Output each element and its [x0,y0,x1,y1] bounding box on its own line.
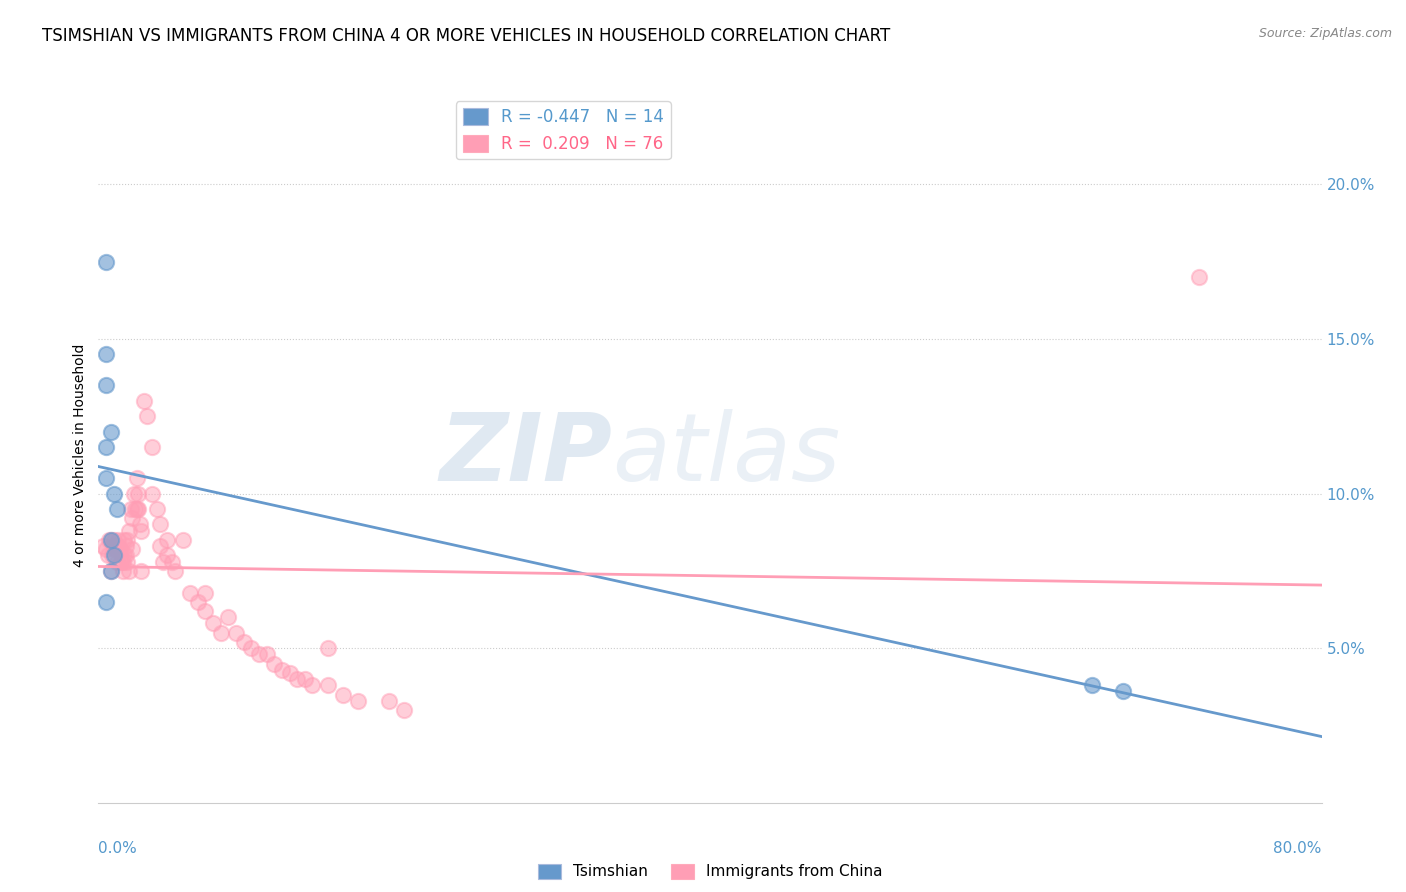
Point [101,549,124,563]
Text: 0.0%: 0.0% [98,841,138,856]
Point [392,703,416,717]
Point [94,542,117,557]
Point [125,471,148,485]
Point [156,549,179,563]
Text: atlas: atlas [612,409,841,500]
Point [1112,684,1135,698]
Point [110,555,132,569]
Point [152,555,174,569]
Point [134,393,156,408]
Point [120,502,142,516]
Point [100,533,122,547]
Point [378,694,401,708]
Point [94,595,117,609]
Point [270,663,292,677]
Point [127,486,149,500]
Y-axis label: 4 or more Vehicles in Household: 4 or more Vehicles in Household [73,343,87,566]
Point [247,648,270,662]
Point [105,539,128,553]
Point [316,641,339,656]
Point [129,564,152,578]
Point [115,549,138,563]
Point [112,549,135,563]
Point [100,564,122,578]
Point [100,533,122,547]
Point [117,555,139,569]
Point [163,564,186,578]
Point [149,517,172,532]
Point [111,555,134,569]
Point [301,678,323,692]
Point [127,502,149,516]
Point [256,648,278,662]
Point [117,533,139,547]
Point [1188,270,1211,285]
Point [240,641,263,656]
Point [129,524,152,538]
Point [125,502,148,516]
Point [316,678,339,692]
Point [94,254,117,268]
Point [347,694,370,708]
Point [332,688,354,702]
Point [187,595,209,609]
Point [122,486,145,500]
Point [98,533,121,547]
Point [103,539,125,553]
Point [179,585,201,599]
Point [103,549,125,563]
Point [107,533,129,547]
Point [91,539,114,553]
Point [94,347,117,361]
Point [103,486,125,500]
Point [107,539,129,553]
Point [278,665,301,680]
Point [172,533,194,547]
Point [145,502,167,516]
Point [118,564,141,578]
Point [232,635,254,649]
Point [202,616,225,631]
Point [124,502,146,516]
Point [115,539,138,553]
Point [285,672,308,686]
Point [156,533,179,547]
Point [149,539,172,553]
Point [1081,678,1104,692]
Point [194,604,217,618]
Text: TSIMSHIAN VS IMMIGRANTS FROM CHINA 4 OR MORE VEHICLES IN HOUSEHOLD CORRELATION C: TSIMSHIAN VS IMMIGRANTS FROM CHINA 4 OR … [42,27,890,45]
Point [136,409,159,424]
Point [217,610,239,624]
Point [194,585,217,599]
Point [225,625,247,640]
Point [108,542,131,557]
Point [105,555,128,569]
Point [128,517,150,532]
Text: ZIP: ZIP [439,409,612,501]
Point [118,524,141,538]
Point [294,672,316,686]
Point [263,657,285,671]
Text: 80.0%: 80.0% [1274,841,1322,856]
Point [209,625,232,640]
Point [103,533,125,547]
Point [105,502,128,516]
Point [97,549,120,563]
Text: Source: ZipAtlas.com: Source: ZipAtlas.com [1258,27,1392,40]
Point [104,542,127,557]
Point [111,564,134,578]
Point [94,378,117,392]
Point [121,542,143,557]
Legend: Tsimshian, Immigrants from China: Tsimshian, Immigrants from China [531,857,889,886]
Point [160,555,183,569]
Point [112,533,135,547]
Point [141,486,163,500]
Point [94,471,117,485]
Point [94,440,117,454]
Point [100,425,122,439]
Point [121,511,143,525]
Point [100,564,122,578]
Point [141,440,163,454]
